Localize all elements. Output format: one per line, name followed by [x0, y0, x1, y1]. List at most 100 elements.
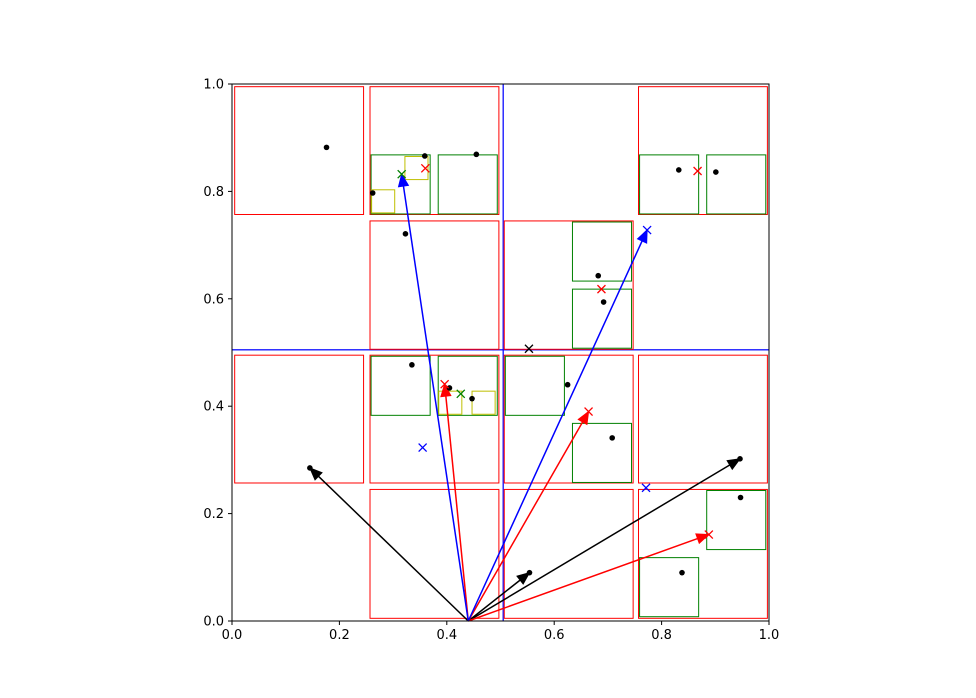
data-point — [679, 569, 685, 576]
x-tick-label: 0.0 — [222, 628, 243, 643]
arrow-blue — [397, 172, 470, 622]
arrow-shaft — [445, 396, 470, 622]
x-marker-black — [524, 344, 534, 354]
y-tick-label: 0.2 — [203, 507, 224, 522]
data-point — [469, 395, 475, 402]
x-tick-label: 0.2 — [329, 628, 350, 643]
x-marker-stroke — [456, 389, 466, 399]
data-point — [409, 362, 415, 368]
x-tick-label: 0.6 — [544, 628, 565, 643]
x-marker-red — [596, 284, 606, 294]
data-point — [446, 385, 453, 391]
x-marker-stroke — [420, 163, 430, 173]
arrow-head — [397, 172, 410, 188]
arrow-black — [467, 571, 531, 622]
box-red — [369, 86, 500, 215]
x-marker-stroke — [641, 483, 651, 493]
arrow-red — [468, 533, 711, 622]
box-green — [639, 154, 700, 215]
data-point — [526, 569, 533, 576]
arrow-shaft — [317, 475, 469, 622]
x-marker-red — [584, 407, 594, 417]
arrow-shaft — [467, 579, 521, 622]
x-marker-stroke — [596, 284, 606, 294]
x-marker-stroke — [704, 530, 714, 540]
arrow-shaft — [467, 464, 731, 622]
x-axis: 0.0 0.2 0.4 0.6 0.8 1.0 — [222, 621, 780, 643]
box-green — [706, 154, 767, 215]
x-marker-stroke — [584, 407, 594, 417]
x-marker-blue — [642, 225, 652, 235]
x-marker-stroke — [397, 169, 407, 179]
x-marker-blue — [418, 443, 428, 453]
y-tick-label: 0.6 — [203, 292, 224, 307]
box-yellow — [471, 390, 496, 415]
data-point — [369, 190, 376, 196]
data-point — [600, 299, 607, 305]
data-point — [402, 231, 409, 237]
box-green — [437, 154, 498, 215]
arrow-black — [308, 467, 469, 622]
box-yellow — [404, 155, 429, 181]
plot-frame — [231, 83, 770, 622]
arrow-shaft — [467, 421, 584, 622]
box-green — [639, 557, 700, 618]
data-point — [421, 153, 428, 159]
arrows-layer — [308, 172, 742, 622]
plot-area — [232, 84, 769, 621]
x-marker-red — [440, 379, 450, 389]
x-marker-stroke — [642, 225, 652, 235]
x-marker-stroke — [524, 344, 534, 354]
x-marker-red — [420, 163, 430, 173]
arrow-head — [726, 458, 742, 471]
box-green — [370, 355, 431, 416]
arrow-shaft — [467, 240, 643, 622]
box-red — [503, 488, 634, 619]
data-point — [323, 144, 330, 151]
data-point — [713, 169, 719, 175]
box-green — [504, 355, 565, 416]
x-marker-green — [456, 389, 466, 399]
markers-layer — [397, 163, 714, 540]
y-tick-label: 0.4 — [203, 400, 224, 415]
x-tick-label: 1.0 — [759, 628, 780, 643]
box-red — [369, 220, 500, 350]
box-red — [503, 220, 634, 350]
y-tick-label: 0.0 — [203, 615, 224, 630]
arrow-head — [308, 467, 323, 481]
arrow-head — [695, 533, 711, 545]
box-yellow — [371, 189, 396, 214]
x-marker-stroke — [693, 166, 703, 176]
box-red — [638, 86, 768, 215]
arrow-black — [467, 458, 742, 622]
box-green — [571, 221, 633, 282]
x-marker-blue — [641, 483, 651, 493]
box-green — [571, 422, 633, 483]
box-yellow — [438, 390, 463, 415]
x-marker-red — [693, 166, 703, 176]
data-point — [675, 167, 682, 173]
arrow-shaft — [468, 537, 698, 622]
box-red — [369, 354, 500, 484]
data-point — [609, 435, 615, 441]
x-marker-green — [397, 169, 407, 179]
arrow-shaft — [402, 185, 470, 622]
data-point — [737, 456, 743, 462]
data-point — [473, 151, 480, 158]
box-red — [234, 86, 365, 215]
arrow-head — [516, 571, 531, 585]
box-green — [706, 490, 767, 551]
data-point — [737, 494, 744, 501]
box-red — [638, 488, 768, 619]
box-green — [370, 154, 431, 215]
x-tick-label: 0.4 — [436, 628, 457, 643]
points-layer — [307, 144, 744, 576]
data-point — [307, 465, 313, 471]
y-tick-label: 1.0 — [203, 78, 224, 93]
box-green — [437, 355, 498, 416]
data-point — [564, 381, 571, 388]
box-red — [234, 354, 365, 484]
x-marker-stroke — [418, 443, 428, 453]
data-point — [595, 272, 602, 279]
box-red — [503, 354, 634, 484]
